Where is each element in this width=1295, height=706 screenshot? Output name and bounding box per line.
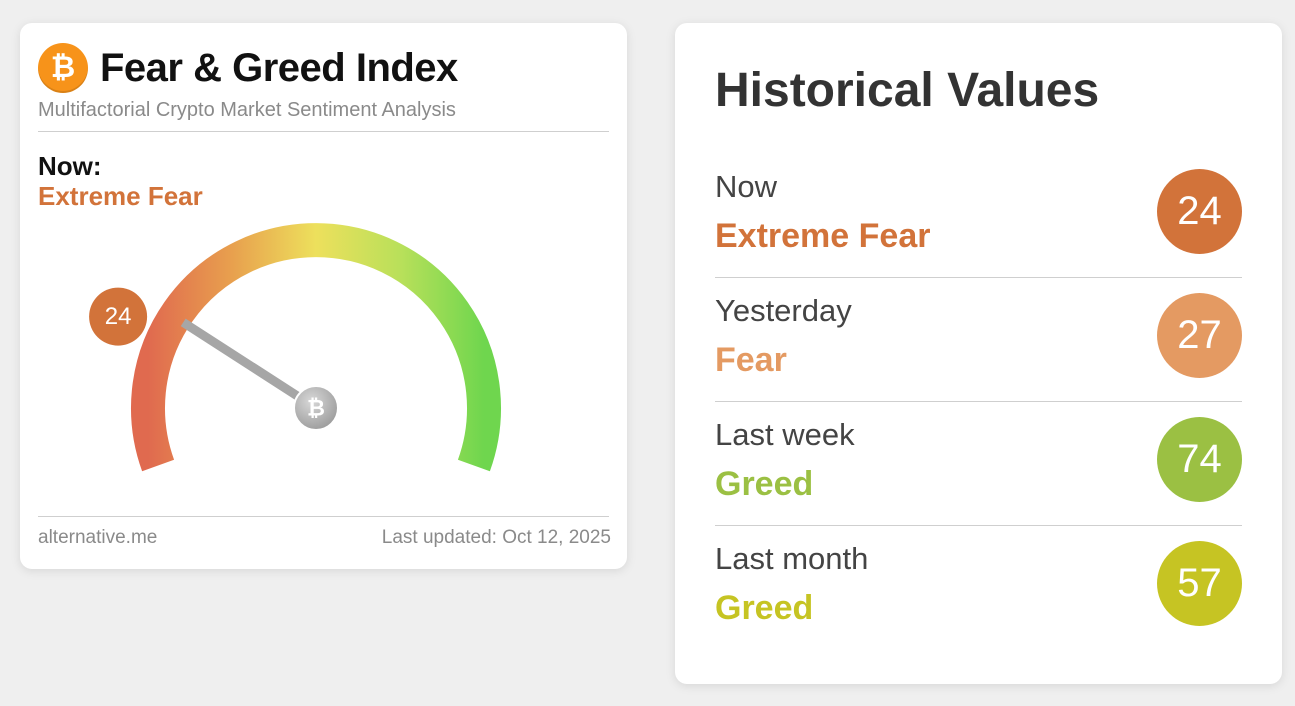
history-value-circle: 74 (1157, 417, 1242, 502)
sentiment-gauge: ₿ 24 (89, 223, 501, 472)
gauge-value-label: 24 (105, 303, 132, 330)
history-row-yesterday: Yesterday Fear 27 (715, 293, 1242, 417)
history-row-label: Last week (715, 417, 855, 452)
history-row-label: Now (715, 169, 778, 204)
history-row-now: Now Extreme Fear 24 (715, 169, 1242, 293)
header-divider (38, 131, 609, 132)
history-value-circle: 27 (1157, 293, 1242, 378)
history-row-status: Greed (715, 589, 814, 627)
row-divider (715, 401, 1242, 402)
widget-title: Fear & Greed Index (100, 45, 458, 90)
history-row-last-week: Last week Greed 74 (715, 417, 1242, 541)
fear-greed-widget: ₿ Fear & Greed Index Multifactorial Cryp… (20, 23, 627, 569)
gauge-arc (131, 223, 501, 472)
gauge-value-badge (89, 287, 148, 346)
source-link[interactable]: alternative.me (38, 527, 158, 548)
history-value-circle: 24 (1157, 169, 1242, 254)
gauge-hub-bitcoin-icon (293, 385, 339, 431)
now-label: Now: (38, 151, 102, 181)
historical-title: Historical Values (715, 64, 1100, 117)
row-divider (715, 277, 1242, 278)
widget-subtitle: Multifactorial Crypto Market Sentiment A… (38, 99, 456, 121)
history-row-label: Yesterday (715, 293, 852, 328)
gauge-hub-symbol: ₿ (307, 397, 325, 422)
footer-divider (38, 516, 609, 517)
gauge-needle (180, 318, 319, 412)
history-value-circle: 57 (1157, 541, 1242, 626)
history-row-status: Fear (715, 341, 787, 379)
bitcoin-icon: ₿ (38, 43, 88, 93)
row-divider (715, 525, 1242, 526)
history-row-label: Last month (715, 541, 869, 576)
history-row-last-month: Last month Greed 57 (715, 541, 1242, 665)
now-status: Extreme Fear (38, 181, 203, 211)
widget-header: ₿ Fear & Greed Index (38, 43, 458, 93)
historical-values-card: Historical Values Now Extreme Fear 24 Ye… (675, 23, 1282, 684)
history-row-status: Greed (715, 465, 814, 503)
history-row-status: Extreme Fear (715, 217, 931, 255)
last-updated: Last updated: Oct 12, 2025 (381, 527, 611, 548)
